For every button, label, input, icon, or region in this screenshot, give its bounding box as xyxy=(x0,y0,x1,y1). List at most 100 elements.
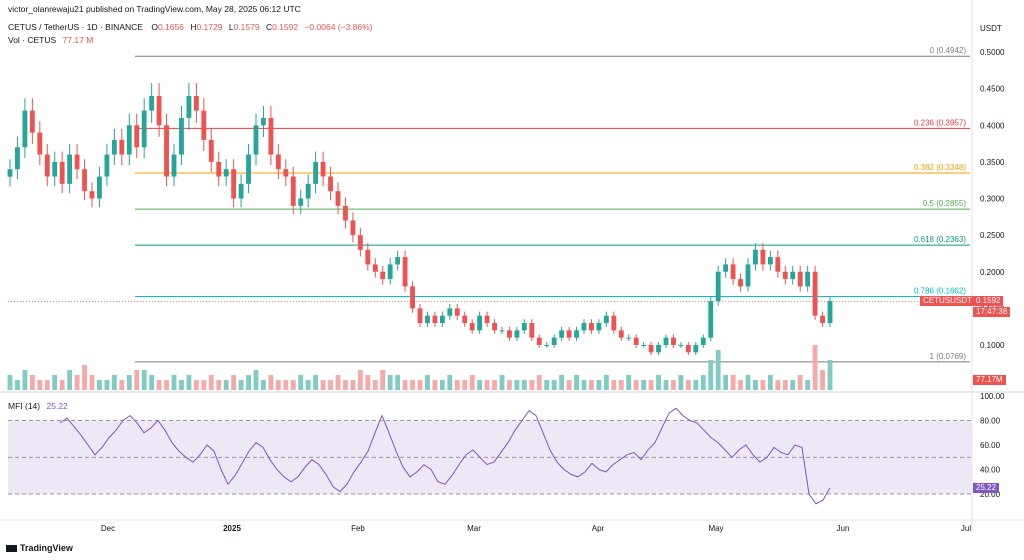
volume-bar xyxy=(469,375,475,390)
volume-bar xyxy=(380,370,386,390)
volume-bar xyxy=(164,380,169,390)
volume-bar xyxy=(581,380,587,390)
volume-bar xyxy=(156,380,162,390)
volume-bar xyxy=(15,380,20,390)
candle-body xyxy=(238,183,244,199)
candle-body xyxy=(581,323,587,331)
currency-label[interactable]: USDT xyxy=(980,24,1002,33)
volume-bar xyxy=(402,380,408,390)
volume-bar xyxy=(805,380,811,390)
candle-body xyxy=(313,161,319,184)
volume-label[interactable]: Vol · CETUS xyxy=(8,35,57,45)
volume-bar xyxy=(439,380,445,390)
candle-body xyxy=(730,264,736,280)
volume-bar xyxy=(37,380,43,390)
candle-body xyxy=(715,271,721,302)
candle-body xyxy=(507,330,512,338)
volume-bar xyxy=(74,375,80,390)
volume-bar xyxy=(551,380,557,390)
volume-bar xyxy=(350,380,356,390)
volume-bar xyxy=(410,380,415,390)
candle-body xyxy=(753,249,758,265)
volume-bar xyxy=(320,380,326,390)
candle-body xyxy=(156,95,162,126)
candle-body xyxy=(663,337,669,345)
price-tick-label: 0.2500 xyxy=(980,231,1005,240)
volume-bar xyxy=(119,380,125,390)
volume-bar xyxy=(126,375,132,390)
candle-body xyxy=(484,315,490,324)
candle-body xyxy=(305,183,311,199)
candle-body xyxy=(589,323,594,331)
candle-body xyxy=(350,220,356,236)
volume-bar xyxy=(484,380,490,390)
candle-body xyxy=(685,345,691,353)
time-tick-label: Jun xyxy=(837,524,850,533)
candle-body xyxy=(633,337,639,345)
volume-bar xyxy=(52,375,58,390)
mfi-header: MFI (14) 25.22 xyxy=(8,401,68,411)
low-value: 0.1579 xyxy=(233,22,260,32)
time-tick-label: Apr xyxy=(592,524,605,533)
volume-bar xyxy=(671,380,676,390)
price-tick-label: 0.5000 xyxy=(980,48,1005,57)
price-tick-label: 0.4500 xyxy=(980,85,1005,94)
candle-body xyxy=(551,337,557,345)
candle-body xyxy=(723,264,729,272)
volume-bar xyxy=(283,380,289,390)
change-value: −0.0064 (−3.86%) xyxy=(304,22,373,32)
mfi-line xyxy=(59,407,831,505)
candle-body xyxy=(223,169,229,177)
volume-bar xyxy=(499,375,505,390)
volume-bar xyxy=(618,380,624,390)
volume-bar xyxy=(715,350,721,390)
candle-body xyxy=(59,161,65,184)
volume-bar xyxy=(566,380,572,390)
volume-bar xyxy=(44,380,50,390)
volume-bar xyxy=(29,375,35,390)
mfi-tick-label: 80.00 xyxy=(980,417,1001,426)
brand-footer[interactable]: TradingView xyxy=(6,543,73,553)
volume-bar xyxy=(305,380,311,390)
volume-bar xyxy=(59,380,65,390)
volume-bar xyxy=(395,375,401,390)
candle-body xyxy=(7,169,13,177)
volume-bar xyxy=(730,375,736,390)
mfi-tick-label: 100.00 xyxy=(980,392,1005,401)
candle-body xyxy=(827,301,833,324)
tradingview-logo-icon xyxy=(6,545,17,553)
symbol-title[interactable]: CETUS / TetherUS · 1D · BINANCE xyxy=(8,22,143,32)
candle-body xyxy=(805,271,811,287)
candle-body xyxy=(738,279,743,287)
volume-bar xyxy=(708,360,714,390)
volume-bar xyxy=(387,375,393,390)
volume-bar xyxy=(275,380,281,390)
volume-bar xyxy=(231,375,237,390)
candle-body xyxy=(89,191,95,199)
low-label: L xyxy=(228,22,234,32)
candle-body xyxy=(253,125,259,155)
symbol-price-tag: CETUSUSDT xyxy=(920,296,975,306)
volume-bar xyxy=(492,380,497,390)
fib-label: 0 (0.4942) xyxy=(930,46,967,55)
volume-bar xyxy=(141,370,147,390)
candle-body xyxy=(275,154,281,170)
price-tick-label: 0.1000 xyxy=(980,341,1005,350)
candle-body xyxy=(298,198,304,206)
candle-body xyxy=(208,139,214,162)
candle-body xyxy=(671,337,676,345)
volume-bar xyxy=(313,375,319,390)
candle-body xyxy=(261,117,266,126)
volume-bar xyxy=(641,380,647,390)
mfi-tick-label: 60.00 xyxy=(980,441,1001,450)
candle-body xyxy=(767,257,773,265)
volume-bar xyxy=(685,380,691,390)
volume-bar xyxy=(536,375,542,390)
candle-body xyxy=(469,323,475,331)
volume-bar xyxy=(820,370,825,390)
open-value: 0.1656 xyxy=(157,22,184,32)
candle-body xyxy=(380,271,386,280)
candle-body xyxy=(574,330,579,338)
mfi-label[interactable]: MFI (14) xyxy=(8,401,41,411)
